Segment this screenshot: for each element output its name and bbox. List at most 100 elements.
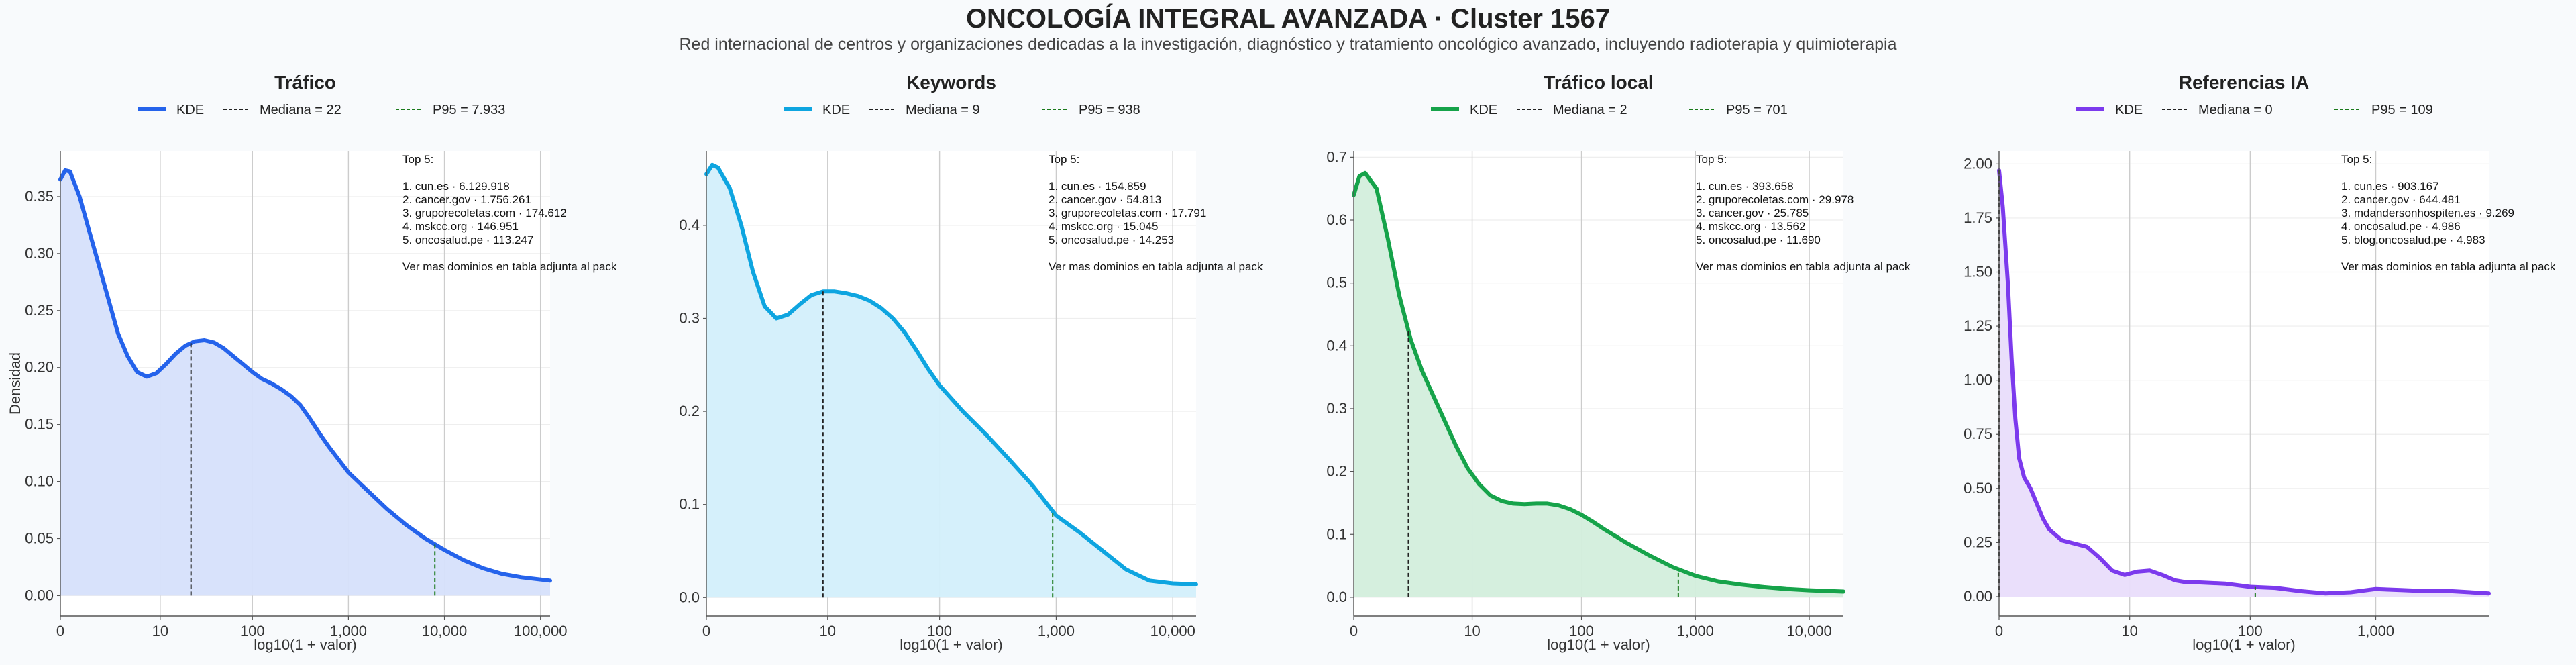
y-tick-label: 0.0 (1326, 589, 1347, 605)
legend-median-label: Mediana = 22 (260, 103, 341, 117)
y-tick-label: 1.50 (1964, 264, 1992, 280)
y-tick-label: 0.6 (1326, 211, 1347, 228)
y-tick-label: 1.75 (1964, 209, 1992, 226)
legend-kde-label: KDE (2115, 103, 2143, 117)
kde-line (1352, 170, 1845, 594)
y-tick-label: 0.75 (1964, 425, 1992, 442)
x-tick-label: 100,000 (514, 623, 568, 640)
annotation-line: Top 5: (402, 153, 433, 166)
x-tick-label: 0 (1350, 623, 1358, 640)
x-axis-label: log10(1 + valor) (2192, 636, 2295, 653)
y-tick-label: 0.50 (1964, 480, 1992, 497)
panel-title: Tráfico (274, 72, 336, 93)
kde-line (58, 168, 552, 583)
x-tick-label: 1,000 (1677, 623, 1714, 640)
y-tick-label: 0.25 (1964, 533, 1992, 550)
y-tick-label: 1.00 (1964, 372, 1992, 389)
panel-4: 0.00 0.25 0.50 0.75 1.00 1.25 1.50 1.75 2.00 0 10 1… (1964, 72, 2556, 653)
x-tick-label: 10 (1464, 623, 1480, 640)
y-tick-label: 0.2 (679, 403, 700, 419)
legend-p95-label: P95 = 701 (1726, 103, 1788, 117)
kde-area (1999, 170, 2489, 597)
y-tick-label: 0.15 (25, 416, 54, 433)
x-tick-label: 10 (152, 623, 168, 640)
annotation-line: 1. cun.es · 154.859 (1049, 180, 1146, 193)
x-tick-label: 10 (2121, 623, 2137, 640)
chart-subtitle: Red internacional de centros y organizac… (679, 35, 1897, 54)
annotation-line: 1. cun.es · 393.658 (1696, 180, 1794, 193)
legend-p95-label: P95 = 938 (1079, 103, 1140, 117)
panel-title: Tráfico local (1544, 72, 1653, 93)
annotation-line: 2. cancer.gov · 1.756.261 (402, 193, 531, 206)
annotation-line: 2. cancer.gov · 54.813 (1049, 193, 1161, 206)
annotation-line: 3. mdandersonhospiten.es · 9.269 (2341, 207, 2514, 219)
y-tick-label: 0.1 (1326, 525, 1347, 542)
x-tick-label: 10,000 (1150, 623, 1195, 640)
annotation-line: 5. blog.oncosalud.pe · 4.983 (2341, 234, 2485, 246)
annotation-line: Top 5: (1696, 153, 1727, 166)
legend-median-label: Mediana = 0 (2198, 103, 2273, 117)
kde-area (1354, 172, 1843, 597)
y-tick-label: 0.4 (679, 217, 700, 234)
x-tick-label: 100 (927, 623, 952, 640)
annotation-line: 5. oncosalud.pe · 14.253 (1049, 234, 1174, 246)
y-tick-label: 0.0 (679, 589, 700, 605)
y-tick-label: 0.7 (1326, 148, 1347, 165)
legend-p95-label: P95 = 109 (2371, 103, 2433, 117)
y-tick-label: 0.05 (25, 530, 54, 547)
kde-line (1997, 168, 2491, 596)
annotation-line: Top 5: (1049, 153, 1079, 166)
annotation-line: 5. oncosalud.pe · 11.690 (1696, 234, 1821, 246)
kde-area (706, 164, 1196, 598)
x-tick-label: 1,000 (2357, 623, 2394, 640)
panel-3: 0.0 0.1 0.2 0.3 0.4 0.5 0.6 0.7 0 10 100 1,000 10,00… (1326, 72, 1911, 653)
x-tick-label: 10,000 (1786, 623, 1831, 640)
x-tick-label: 100 (240, 623, 265, 640)
annotation-line: Ver mas dominios en tabla adjunta al pac… (1049, 260, 1263, 273)
y-tick-label: 0.25 (25, 302, 54, 319)
y-tick-label: 0.2 (1326, 463, 1347, 480)
panel-title: Referencias IA (2179, 72, 2310, 93)
legend-median-label: Mediana = 2 (1553, 103, 1627, 117)
panel-2: 0.0 0.1 0.2 0.3 0.4 0 10 100 1,000 10,000 Keywords… (679, 72, 1263, 653)
annotation-line: 5. oncosalud.pe · 113.247 (402, 234, 533, 246)
x-tick-label: 100 (2238, 623, 2263, 640)
y-tick-label: 0.00 (25, 586, 54, 603)
panel-title: Keywords (906, 72, 996, 93)
x-axis-label: log10(1 + valor) (254, 636, 356, 653)
annotation-line: 3. cancer.gov · 25.785 (1696, 207, 1809, 219)
y-axis-label: Densidad (7, 352, 23, 415)
annotation-line: Ver mas dominios en tabla adjunta al pac… (1696, 260, 1911, 273)
y-tick-label: 1.25 (1964, 317, 1992, 334)
x-tick-label: 0 (702, 623, 710, 640)
legend-median-label: Mediana = 9 (906, 103, 980, 117)
x-axis-label: log10(1 + valor) (1547, 636, 1650, 653)
y-tick-label: 0.10 (25, 473, 54, 490)
y-tick-label: 0.1 (679, 496, 700, 513)
annotation-line: 3. gruporecoletas.com · 17.791 (1049, 207, 1206, 219)
chart-title: ONCOLOGÍA INTEGRAL AVANZADA · Cluster 15… (965, 4, 1611, 34)
annotation-line: 4. oncosalud.pe · 4.986 (2341, 220, 2461, 233)
annotation-line: 2. cancer.gov · 644.481 (2341, 193, 2461, 206)
y-tick-label: 0.5 (1326, 274, 1347, 291)
x-tick-label: 10,000 (422, 623, 467, 640)
x-tick-label: 0 (56, 623, 64, 640)
annotation-line: 3. gruporecoletas.com · 174.612 (402, 207, 567, 219)
y-tick-label: 0.4 (1326, 337, 1347, 354)
y-tick-label: 0.3 (1326, 400, 1347, 417)
annotation-line: 4. mskcc.org · 15.045 (1049, 220, 1158, 233)
annotation-line: Top 5: (2341, 153, 2372, 166)
x-tick-label: 10 (820, 623, 836, 640)
plot-area (1999, 151, 2489, 616)
annotation-line: 1. cun.es · 903.167 (2341, 180, 2439, 193)
y-tick-label: 0.3 (679, 309, 700, 326)
x-axis-label: log10(1 + valor) (900, 636, 1002, 653)
annotation-line: Ver mas dominios en tabla adjunta al pac… (402, 260, 617, 273)
annotation-line: 2. gruporecoletas.com · 29.978 (1696, 193, 1854, 206)
kde-area (60, 170, 550, 596)
kde-line (704, 162, 1198, 586)
y-tick-label: 0.20 (25, 359, 54, 376)
y-tick-label: 0.35 (25, 188, 54, 205)
